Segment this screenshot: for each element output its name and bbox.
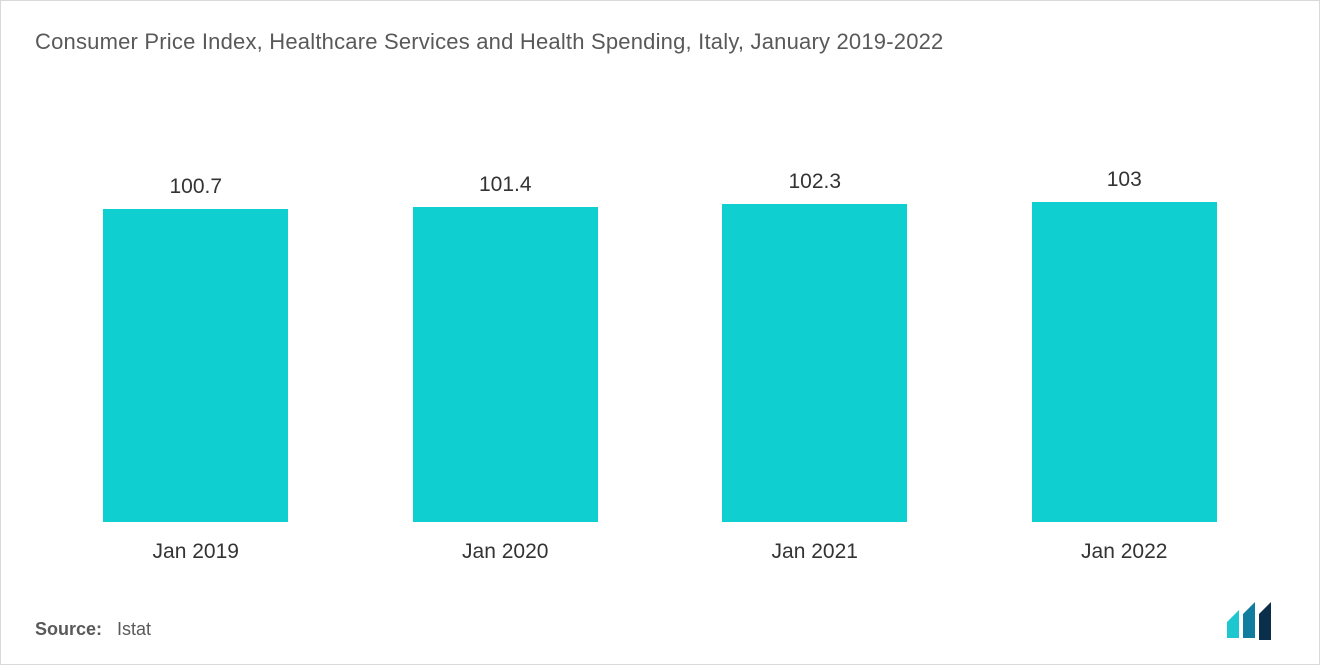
bar-rect xyxy=(103,209,288,522)
footer: Source: Istat xyxy=(35,600,1285,640)
bar-rect xyxy=(1032,202,1217,522)
source-line: Source: Istat xyxy=(35,619,151,640)
plot-area: 100.7 Jan 2019 101.4 Jan 2020 102.3 Jan … xyxy=(35,63,1285,570)
bar-cell: 103 Jan 2022 xyxy=(970,99,1280,564)
bar-category-label: Jan 2022 xyxy=(1081,540,1167,564)
mordor-logo-icon xyxy=(1225,600,1285,640)
bar-cell: 102.3 Jan 2021 xyxy=(660,99,970,564)
bar-rect xyxy=(722,204,907,522)
bar-category-label: Jan 2020 xyxy=(462,540,548,564)
bar-cell: 101.4 Jan 2020 xyxy=(351,99,661,564)
bar-value-label: 101.4 xyxy=(479,173,532,197)
bar-category-label: Jan 2019 xyxy=(153,540,239,564)
source-label: Source: xyxy=(35,619,102,639)
brand-logo xyxy=(1225,600,1285,640)
bar-rect xyxy=(413,207,598,522)
bar-value-label: 100.7 xyxy=(169,175,222,199)
bar-cell: 100.7 Jan 2019 xyxy=(41,99,351,564)
chart-container: Consumer Price Index, Healthcare Service… xyxy=(0,0,1320,665)
bar-value-label: 103 xyxy=(1107,168,1142,192)
chart-title: Consumer Price Index, Healthcare Service… xyxy=(35,29,1285,55)
source-value: Istat xyxy=(117,619,151,639)
bar-value-label: 102.3 xyxy=(788,170,841,194)
bars-row: 100.7 Jan 2019 101.4 Jan 2020 102.3 Jan … xyxy=(41,99,1279,564)
bar-category-label: Jan 2021 xyxy=(772,540,858,564)
